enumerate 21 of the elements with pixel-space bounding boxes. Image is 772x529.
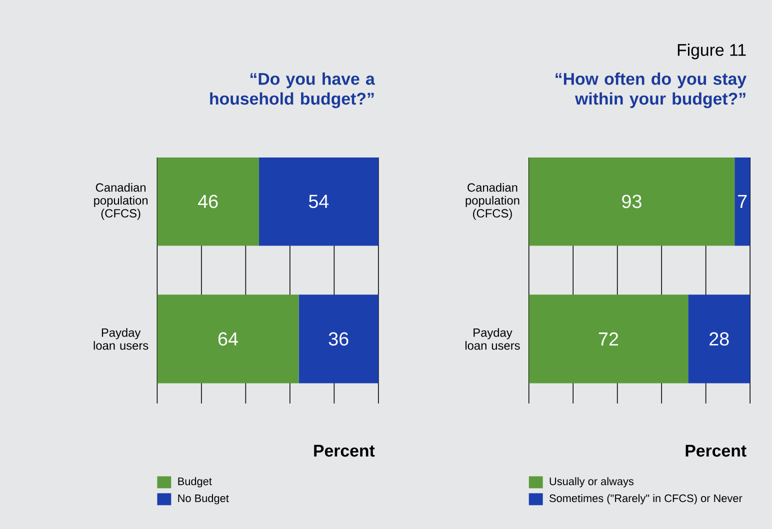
data-label: 54 bbox=[308, 194, 329, 208]
caption: Figure 11 bbox=[678, 44, 746, 60]
legend-label: Budget bbox=[178, 477, 212, 488]
y-tick-label: Payday loan users bbox=[94, 328, 148, 350]
data-label: 64 bbox=[218, 332, 238, 346]
x-axis-title: Percent bbox=[686, 444, 746, 457]
data-label: 72 bbox=[598, 332, 618, 346]
data-label: 36 bbox=[328, 332, 348, 346]
data-label: 28 bbox=[710, 332, 729, 346]
legend-label: Sometimes ("Rarely" in CFCS) or Never bbox=[550, 494, 742, 504]
chart-title: “Do you have a household budget?” bbox=[210, 72, 375, 108]
chart-title: “How often do you stay within your budget?” bbox=[556, 72, 746, 108]
y-tick-label: Payday loan users bbox=[465, 328, 520, 350]
data-label: 46 bbox=[198, 194, 218, 208]
data-label: 7 bbox=[738, 194, 747, 208]
legend-label: Usually or always bbox=[550, 477, 634, 488]
legend-label: No Budget bbox=[178, 494, 229, 504]
data-label: 93 bbox=[622, 194, 642, 208]
y-tick-label: Canadian population (CFCS) bbox=[466, 182, 520, 220]
y-tick-label: Canadian population (CFCS) bbox=[94, 182, 148, 220]
x-axis-title: Percent bbox=[314, 444, 375, 457]
